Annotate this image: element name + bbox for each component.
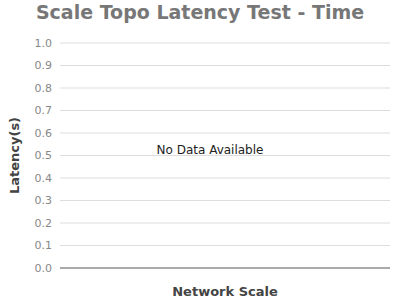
svg-text:0.8: 0.8 <box>35 82 53 95</box>
svg-text:0.9: 0.9 <box>35 59 53 72</box>
svg-text:0.1: 0.1 <box>35 239 53 252</box>
svg-text:0.0: 0.0 <box>35 262 53 275</box>
svg-text:0.4: 0.4 <box>35 172 53 185</box>
svg-text:0.3: 0.3 <box>35 194 53 207</box>
svg-text:0.7: 0.7 <box>35 104 53 117</box>
html-text:Scale Topo Latency Test - Time: Scale Topo Latency Test - Time <box>35 1 365 23</box>
svg-text:1.0: 1.0 <box>35 37 53 50</box>
svg-text:Network Scale: Network Scale <box>172 284 278 299</box>
svg-text:0.5: 0.5 <box>35 149 53 162</box>
svg-text:0.2: 0.2 <box>35 217 53 230</box>
svg-text:0.6: 0.6 <box>35 127 53 140</box>
html-text:No Data Available: No Data Available <box>156 143 264 157</box>
svg-text:Latency(s): Latency(s) <box>8 117 22 194</box>
